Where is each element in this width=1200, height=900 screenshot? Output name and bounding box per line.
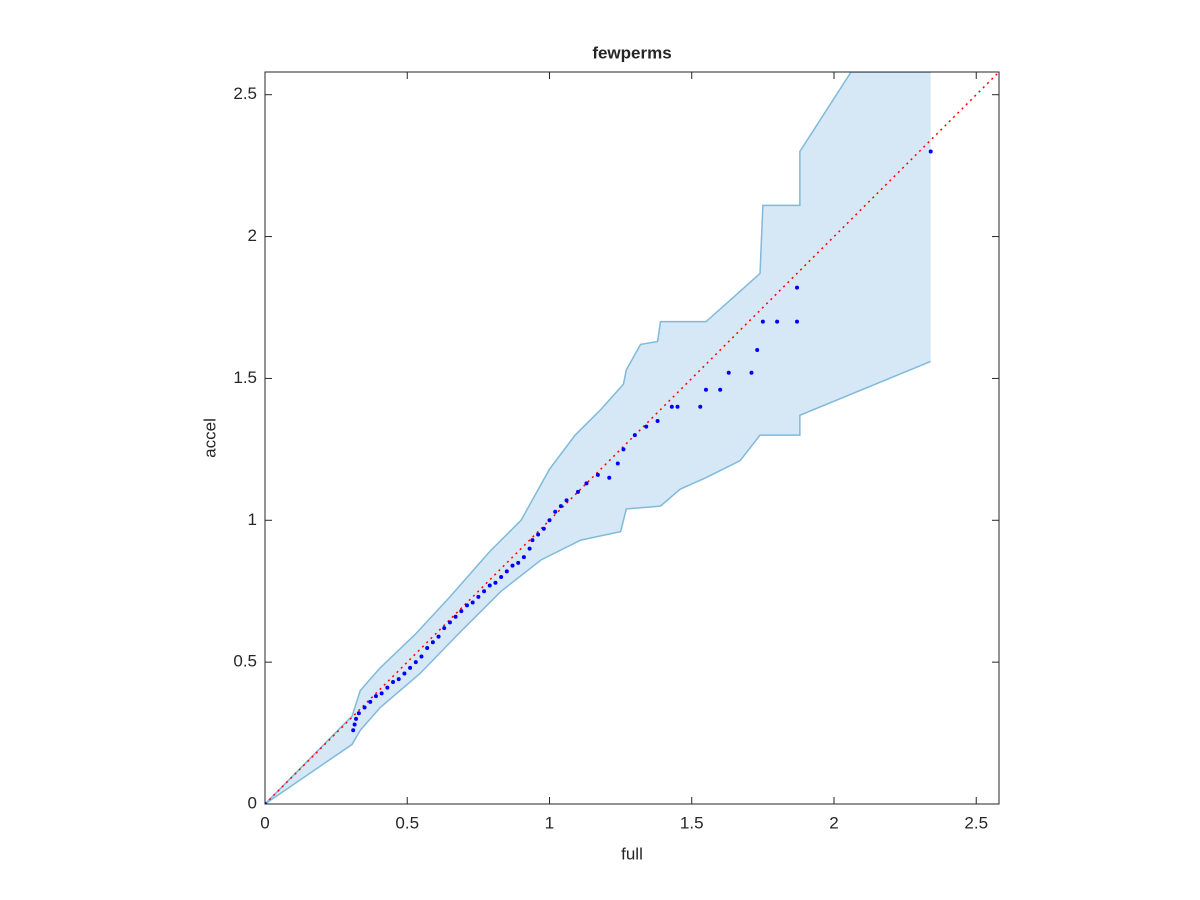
point: [499, 575, 504, 580]
point: [447, 620, 452, 625]
point: [795, 285, 800, 290]
y-tick-label: 1.5: [233, 368, 257, 387]
x-tick-label: 1.5: [680, 813, 704, 832]
chart-title: fewperms: [592, 43, 671, 62]
band-edge-upper: [265, 72, 931, 804]
point: [655, 418, 660, 423]
point: [928, 149, 933, 154]
point: [436, 634, 441, 639]
axes-box: [264, 71, 1000, 805]
point: [755, 348, 760, 353]
point: [464, 603, 469, 608]
point: [558, 504, 563, 509]
point: [530, 538, 535, 543]
point: [536, 532, 541, 537]
point: [504, 569, 509, 574]
point: [726, 370, 731, 375]
point: [453, 614, 458, 619]
y-axis-label: accel: [200, 418, 219, 458]
point: [385, 685, 390, 690]
x-tick-label: 2: [829, 813, 838, 832]
point: [419, 654, 424, 659]
point: [510, 563, 515, 568]
point: [775, 319, 780, 324]
point: [698, 404, 703, 409]
point: [487, 583, 492, 588]
point: [541, 526, 546, 531]
point: [442, 626, 447, 631]
point: [351, 728, 356, 733]
x-tick-label: 2.5: [964, 813, 988, 832]
point: [379, 691, 384, 696]
x-tick-label: 0.5: [395, 813, 419, 832]
point: [675, 404, 680, 409]
point: [584, 481, 589, 486]
point: [425, 645, 430, 650]
point: [547, 518, 552, 523]
point: [718, 387, 723, 392]
point: [669, 404, 674, 409]
y-tick-label: 2: [248, 226, 257, 245]
point: [703, 387, 708, 392]
point: [354, 716, 359, 721]
point: [356, 711, 361, 716]
point: [476, 594, 481, 599]
y-tick-label: 0.5: [233, 652, 257, 671]
point: [632, 433, 637, 438]
point: [470, 600, 475, 605]
point: [368, 699, 373, 704]
x-axis-label: full: [621, 844, 643, 863]
point: [760, 319, 765, 324]
point: [749, 370, 754, 375]
x-tick-label: 0: [260, 813, 269, 832]
point: [607, 475, 612, 480]
y-tick-label: 2.5: [233, 84, 257, 103]
point: [795, 319, 800, 324]
point: [413, 660, 418, 665]
point: [352, 722, 357, 727]
point: [564, 498, 569, 503]
point: [493, 580, 498, 585]
point: [516, 560, 521, 565]
point: [595, 472, 600, 477]
y-tick-label: 0: [248, 793, 257, 812]
point: [553, 509, 558, 514]
point: [644, 424, 649, 429]
plot-area: [265, 72, 999, 804]
point: [615, 461, 620, 466]
point: [430, 640, 435, 645]
point: [482, 589, 487, 594]
point: [521, 555, 526, 560]
point: [391, 680, 396, 684]
point: [575, 489, 580, 494]
point: [402, 671, 407, 676]
y-tick-label: 1: [248, 510, 257, 529]
point: [396, 677, 401, 682]
point: [459, 609, 464, 614]
confidence-band: [265, 72, 931, 804]
point: [621, 447, 626, 452]
point: [408, 665, 413, 670]
band-edge-lower: [265, 360, 932, 804]
point: [373, 694, 378, 699]
point: [527, 546, 532, 551]
x-tick-label: 1: [545, 813, 554, 832]
point: [362, 705, 367, 710]
